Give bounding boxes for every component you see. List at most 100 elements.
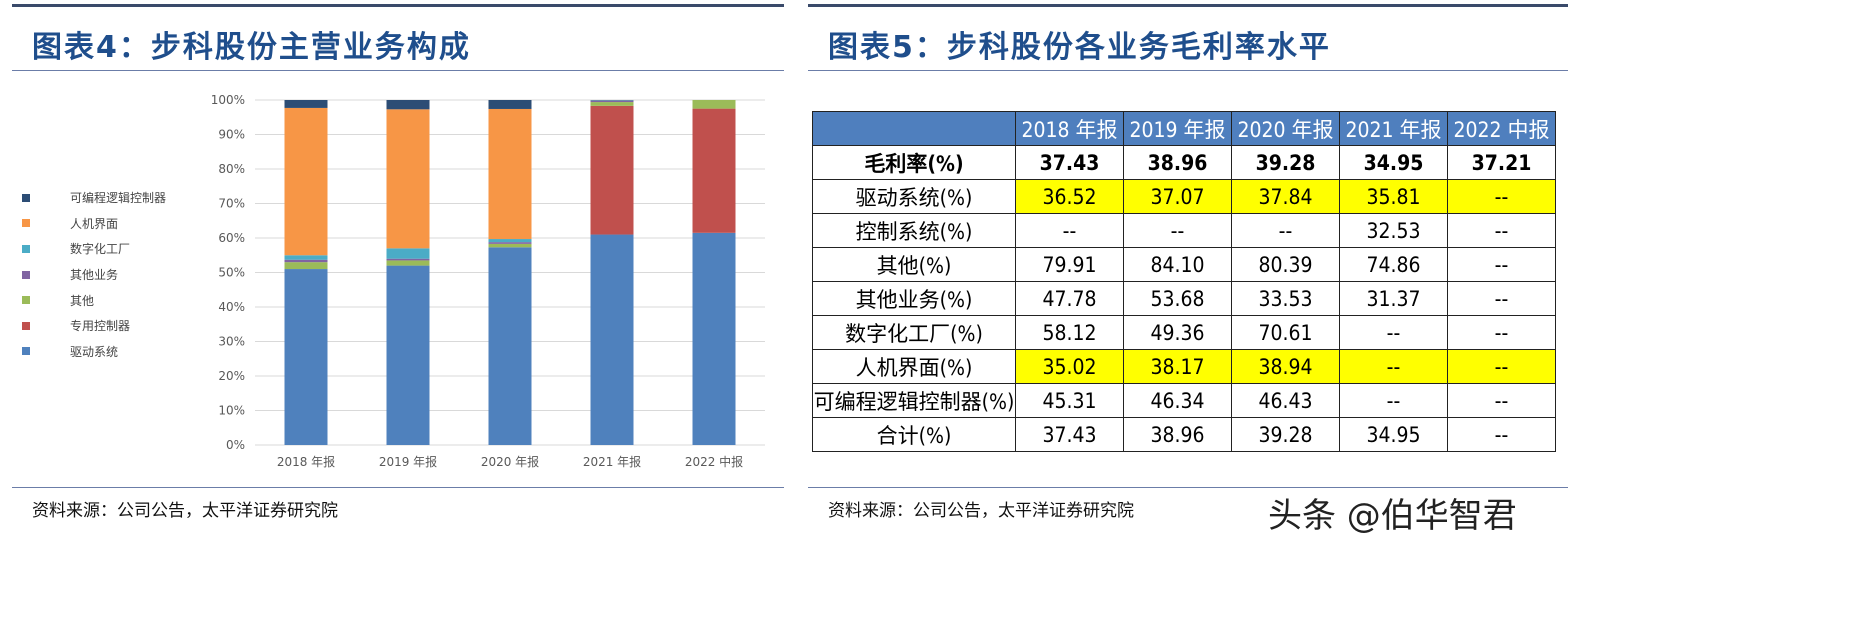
- legend-swatch: [22, 270, 30, 279]
- bar-segment: [386, 260, 430, 266]
- table-cell: 36.52: [1015, 179, 1124, 214]
- table-cell: 47.78: [1015, 281, 1124, 316]
- table-cell: --: [1447, 179, 1556, 214]
- legend-swatch: [22, 347, 30, 356]
- bar-segment: [284, 269, 328, 445]
- row-label: 毛利率(%): [812, 145, 1016, 180]
- bar-segment: [284, 100, 328, 108]
- table-cell: 37.07: [1123, 179, 1232, 214]
- bar-segment: [488, 243, 532, 248]
- table-cell: 79.91: [1015, 247, 1124, 282]
- row-label: 可编程逻辑控制器(%): [812, 383, 1016, 418]
- bar-segment: [590, 100, 634, 103]
- bar-segment: [386, 258, 430, 261]
- bar-segment: [488, 100, 532, 109]
- column-header: 2020 年报: [1231, 111, 1340, 146]
- table-title: 图表5：步科股份各业务毛利率水平: [828, 30, 1331, 65]
- chart-title: 图表4：步科股份主营业务构成: [32, 30, 471, 65]
- column-header: 2018 年报: [1015, 111, 1124, 146]
- row-label: 合计(%): [812, 417, 1016, 452]
- table-row: 其他(%) 79.91 84.10 80.39 74.86 --: [812, 247, 1556, 282]
- bar-segment: [590, 102, 634, 106]
- bar-segment: [488, 108, 532, 240]
- table-cell: 35.81: [1339, 179, 1448, 214]
- legend-label: 人机界面: [70, 216, 119, 231]
- legend-swatch: [22, 244, 30, 253]
- top-rule: [12, 4, 784, 7]
- y-tick-label: 100%: [211, 93, 245, 107]
- legend-label: 其他: [70, 293, 95, 308]
- table-row: 可编程逻辑控制器(%) 45.31 46.34 46.43 -- --: [812, 383, 1556, 418]
- bottom-rule: [808, 487, 1568, 488]
- legend-swatch: [22, 296, 30, 305]
- bar-segment: [284, 262, 328, 270]
- table-cell: --: [1447, 315, 1556, 350]
- table-row: 人机界面(%) 35.02 38.17 38.94 -- --: [812, 349, 1556, 384]
- y-tick-label: 30%: [218, 335, 245, 349]
- legend-item: 数字化工厂: [22, 236, 166, 262]
- table-cell: 37.84: [1231, 179, 1340, 214]
- row-label: 驱动系统(%): [812, 179, 1016, 214]
- bar-segment: [590, 234, 634, 445]
- legend-swatch: [22, 219, 30, 228]
- legend-label: 可编程逻辑控制器: [70, 191, 167, 206]
- table-cell: 80.39: [1231, 247, 1340, 282]
- row-label: 人机界面(%): [812, 349, 1016, 384]
- bar-segment: [692, 100, 736, 109]
- table-cell: 53.68: [1123, 281, 1232, 316]
- legend-item: 其他业务: [22, 262, 166, 288]
- source-note: 资料来源：公司公告，太平洋证券研究院: [828, 501, 1134, 521]
- legend-item: 驱动系统: [22, 339, 166, 365]
- table-cell: 37.21: [1447, 145, 1556, 180]
- gross-margin-table: 2018 年报 2019 年报 2020 年报 2021 年报 2022 中报 毛利率(%…: [812, 111, 1556, 452]
- table-cell: --: [1447, 417, 1556, 452]
- legend-item: 其他: [22, 287, 166, 313]
- legend-swatch: [22, 321, 30, 330]
- table-cell: --: [1447, 383, 1556, 418]
- bottom-rule: [12, 487, 784, 488]
- chart-legend: 可编程逻辑控制器 人机界面数字化工厂其他业务其他专用控制器驱动系统: [22, 185, 166, 364]
- table-cell: 38.96: [1123, 145, 1232, 180]
- legend-item: 专用控制器: [22, 313, 166, 339]
- legend-swatch: [22, 193, 30, 202]
- table-cell: 45.31: [1015, 383, 1124, 418]
- table-cell: 37.43: [1015, 145, 1124, 180]
- table-cell: --: [1015, 213, 1124, 248]
- table-cell: 38.94: [1231, 349, 1340, 384]
- legend-label: 驱动系统: [70, 344, 119, 359]
- table-cell: --: [1339, 383, 1448, 418]
- table-cell: 34.95: [1339, 417, 1448, 452]
- top-rule: [808, 4, 1568, 7]
- y-tick-label: 10%: [218, 404, 245, 418]
- table-cell: --: [1447, 247, 1556, 282]
- header-row: 2018 年报 2019 年报 2020 年报 2021 年报 2022 中报: [812, 111, 1556, 146]
- left-panel: 图表4：步科股份主营业务构成 可编程逻辑控制器 人机界面数字化工厂其他业务其他专用…: [0, 0, 790, 634]
- table-cell: 84.10: [1123, 247, 1232, 282]
- table-cell: 74.86: [1339, 247, 1448, 282]
- table-cell: 58.12: [1015, 315, 1124, 350]
- x-tick-label: 2020 年报: [481, 454, 539, 469]
- y-tick-label: 40%: [218, 300, 245, 314]
- table-cell: --: [1447, 281, 1556, 316]
- right-panel: 图表5：步科股份各业务毛利率水平 资料来源：公司公告，太平洋证券研究院: [800, 0, 1857, 634]
- table-cell: 46.34: [1123, 383, 1232, 418]
- y-tick-label: 70%: [218, 197, 245, 211]
- table-row: 其他业务(%) 47.78 53.68 33.53 31.37 --: [812, 281, 1556, 316]
- title-rule: [12, 70, 784, 71]
- column-header: 2019 年报: [1123, 111, 1232, 146]
- watermark: 头条 @伯华智君: [1268, 496, 1517, 536]
- x-tick-label: 2018 年报: [277, 454, 335, 469]
- table-cell: 31.37: [1339, 281, 1448, 316]
- bar-segment: [386, 248, 430, 259]
- source-note: 资料来源：公司公告，太平洋证券研究院: [32, 501, 338, 521]
- legend-label: 其他业务: [70, 268, 119, 283]
- table-cell: 38.96: [1123, 417, 1232, 452]
- y-tick-label: 90%: [218, 128, 245, 142]
- legend-item: 可编程逻辑控制器: [22, 185, 166, 211]
- y-tick-label: 60%: [218, 231, 245, 245]
- bar-segment: [386, 109, 430, 249]
- bar-segment: [590, 105, 634, 235]
- x-tick-label: 2019 年报: [379, 454, 437, 469]
- legend-label: 专用控制器: [70, 319, 131, 334]
- bar-segment: [692, 232, 736, 445]
